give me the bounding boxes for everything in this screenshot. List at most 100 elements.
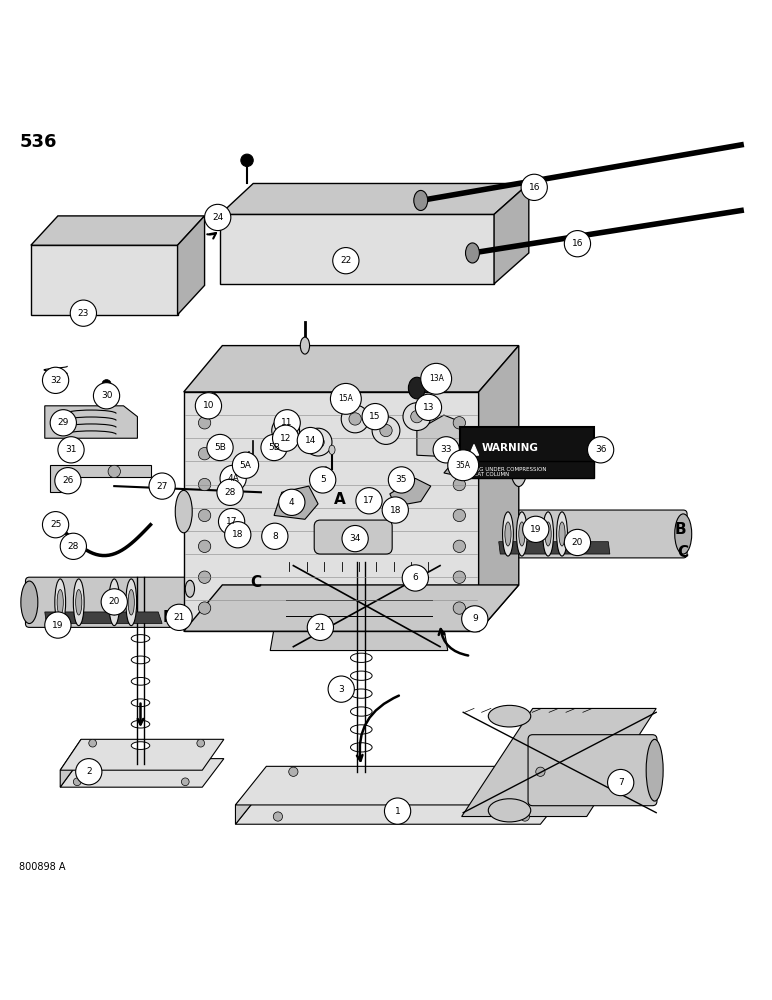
FancyBboxPatch shape <box>460 427 594 464</box>
Text: 28: 28 <box>225 488 235 497</box>
Text: 34: 34 <box>350 534 361 543</box>
Text: A: A <box>334 492 346 508</box>
FancyBboxPatch shape <box>314 520 392 554</box>
Polygon shape <box>60 739 224 770</box>
Ellipse shape <box>329 445 335 454</box>
Text: 26: 26 <box>63 476 73 485</box>
Circle shape <box>195 393 222 419</box>
Ellipse shape <box>131 742 150 749</box>
Ellipse shape <box>215 439 229 456</box>
Ellipse shape <box>543 512 554 556</box>
Circle shape <box>232 452 259 478</box>
Polygon shape <box>60 759 224 787</box>
Ellipse shape <box>488 799 531 822</box>
Circle shape <box>89 739 96 747</box>
Circle shape <box>58 437 84 463</box>
Circle shape <box>297 427 323 454</box>
Polygon shape <box>45 406 137 438</box>
Circle shape <box>198 478 211 491</box>
Text: 32: 32 <box>50 376 61 385</box>
Ellipse shape <box>300 337 310 354</box>
Polygon shape <box>31 245 178 315</box>
Circle shape <box>76 759 102 785</box>
Polygon shape <box>235 786 571 824</box>
Text: 18: 18 <box>232 530 243 539</box>
Circle shape <box>453 448 466 460</box>
Circle shape <box>101 589 127 615</box>
Circle shape <box>225 522 251 548</box>
Circle shape <box>181 778 189 786</box>
Circle shape <box>241 154 253 166</box>
Circle shape <box>66 443 80 457</box>
Polygon shape <box>479 346 519 631</box>
Ellipse shape <box>350 617 372 627</box>
Circle shape <box>42 367 69 393</box>
Polygon shape <box>499 542 610 554</box>
Ellipse shape <box>516 512 527 556</box>
Circle shape <box>523 516 549 542</box>
Circle shape <box>198 509 211 522</box>
FancyBboxPatch shape <box>528 735 657 806</box>
Circle shape <box>102 380 111 389</box>
Text: 5A: 5A <box>239 461 252 470</box>
Circle shape <box>42 512 69 538</box>
Ellipse shape <box>414 190 428 211</box>
Text: A: A <box>472 610 485 625</box>
Circle shape <box>384 798 411 824</box>
Text: B: B <box>162 610 174 625</box>
Text: C: C <box>678 545 689 560</box>
Text: 4A: 4A <box>227 474 239 483</box>
Text: 8: 8 <box>272 532 278 541</box>
Circle shape <box>362 403 388 430</box>
Polygon shape <box>417 415 463 458</box>
Text: 6: 6 <box>412 573 418 582</box>
Circle shape <box>218 508 245 535</box>
Circle shape <box>380 424 392 437</box>
Ellipse shape <box>175 490 192 533</box>
Circle shape <box>289 767 298 776</box>
Circle shape <box>403 403 431 431</box>
Circle shape <box>272 417 300 444</box>
Polygon shape <box>50 465 151 492</box>
Ellipse shape <box>350 707 372 716</box>
Ellipse shape <box>350 599 372 609</box>
Polygon shape <box>220 214 494 284</box>
Polygon shape <box>494 183 529 284</box>
Ellipse shape <box>350 635 372 645</box>
Circle shape <box>608 769 634 796</box>
Circle shape <box>453 602 466 614</box>
Text: 25: 25 <box>50 520 61 529</box>
Circle shape <box>69 540 82 552</box>
Circle shape <box>279 489 305 515</box>
Ellipse shape <box>126 579 137 626</box>
Circle shape <box>312 436 324 448</box>
Polygon shape <box>184 392 479 631</box>
Circle shape <box>220 465 246 492</box>
Ellipse shape <box>73 579 84 626</box>
Text: 17: 17 <box>364 496 374 505</box>
Circle shape <box>411 410 423 423</box>
Ellipse shape <box>505 522 511 546</box>
Text: 2: 2 <box>86 767 92 776</box>
Ellipse shape <box>21 581 38 624</box>
Circle shape <box>310 467 336 493</box>
Circle shape <box>198 540 211 552</box>
Ellipse shape <box>350 671 372 680</box>
Text: 4: 4 <box>289 498 295 507</box>
Text: IN SEAT COLUMN: IN SEAT COLUMN <box>463 472 510 477</box>
Text: 16: 16 <box>572 239 583 248</box>
Text: 30: 30 <box>101 391 112 400</box>
Text: 800898 A: 800898 A <box>19 862 66 872</box>
Text: 5B: 5B <box>214 443 226 452</box>
Text: 13: 13 <box>423 403 434 412</box>
Circle shape <box>536 767 545 776</box>
Circle shape <box>262 523 288 549</box>
Ellipse shape <box>646 739 663 801</box>
Ellipse shape <box>488 705 531 727</box>
FancyBboxPatch shape <box>490 510 687 558</box>
Polygon shape <box>60 739 81 787</box>
Text: WARNING: WARNING <box>482 443 539 453</box>
Text: 27: 27 <box>157 482 168 491</box>
Circle shape <box>448 450 479 481</box>
Text: 10: 10 <box>203 401 214 410</box>
